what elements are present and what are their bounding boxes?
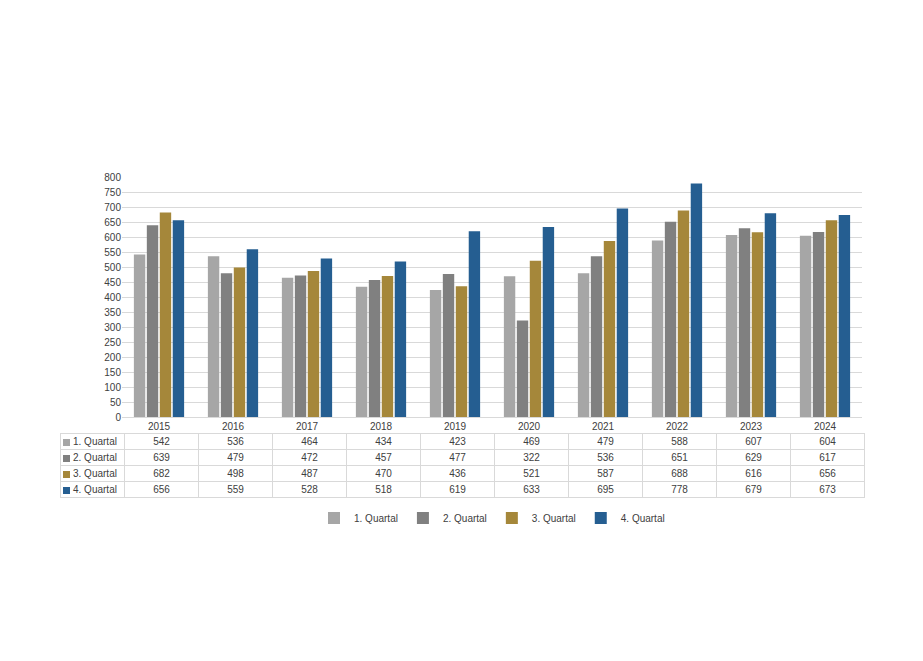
html-text:498: 498 [227,468,244,479]
html-text:528: 528 [301,484,318,495]
html-text:487: 487 [301,468,318,479]
html-text:536: 536 [227,436,244,447]
svg-text:250: 250 [104,337,121,348]
svg-text:2020: 2020 [518,421,541,432]
html-text:587: 587 [597,468,614,479]
svg-text:600: 600 [104,232,121,243]
html-text:479: 479 [227,452,244,463]
html-text:521: 521 [523,468,540,479]
svg-text:2021: 2021 [592,421,615,432]
svg-text:2019: 2019 [444,421,467,432]
html-text:633: 633 [523,484,540,495]
html-text:656: 656 [819,468,836,479]
html-text:457: 457 [375,452,392,463]
svg-text:550: 550 [104,247,121,258]
html-text:604: 604 [819,436,836,447]
svg-text:100: 100 [104,382,121,393]
html-text:629: 629 [745,452,762,463]
svg-text:2. Quartal: 2. Quartal [443,513,487,524]
html-text:436: 436 [449,468,466,479]
html-text:559: 559 [227,484,244,495]
svg-text:500: 500 [104,262,121,273]
svg-text:2017: 2017 [296,421,319,432]
html-text:322: 322 [523,452,540,463]
html-text:695: 695 [597,484,614,495]
svg-text:400: 400 [104,292,121,303]
html-text:536: 536 [597,452,614,463]
svg-text:800: 800 [104,172,121,183]
svg-text:750: 750 [104,187,121,198]
svg-text:2022: 2022 [666,421,689,432]
html-text:682: 682 [153,468,170,479]
html-text:656: 656 [153,484,170,495]
html-text:477: 477 [449,452,466,463]
svg-text:150: 150 [104,367,121,378]
svg-text:200: 200 [104,352,121,363]
html-text:588: 588 [671,436,688,447]
html-text:778: 778 [671,484,688,495]
html-text:4. Quartal: 4. Quartal [73,484,117,495]
html-text:470: 470 [375,468,392,479]
html-text:639: 639 [153,452,170,463]
html-text:464: 464 [301,436,318,447]
svg-text:450: 450 [104,277,121,288]
html-text:472: 472 [301,452,318,463]
svg-text:50: 50 [110,397,122,408]
svg-text:2015: 2015 [148,421,171,432]
html-text:688: 688 [671,468,688,479]
html-text:673: 673 [819,484,836,495]
html-text:616: 616 [745,468,762,479]
svg-text:350: 350 [104,307,121,318]
svg-text:300: 300 [104,322,121,333]
html-text:3. Quartal: 3. Quartal [73,468,117,479]
html-text:479: 479 [597,436,614,447]
html-text:607: 607 [745,436,762,447]
html-text:542: 542 [153,436,170,447]
svg-text:3. Quartal: 3. Quartal [532,513,576,524]
svg-text:2016: 2016 [222,421,245,432]
svg-text:2023: 2023 [740,421,763,432]
svg-text:650: 650 [104,217,121,228]
svg-text:700: 700 [104,202,121,213]
svg-text:4. Quartal: 4. Quartal [621,513,665,524]
html-text:619: 619 [449,484,466,495]
html-text:617: 617 [819,452,836,463]
svg-text:1. Quartal: 1. Quartal [354,513,398,524]
html-text:651: 651 [671,452,688,463]
svg-text:2018: 2018 [370,421,393,432]
html-text:1. Quartal: 1. Quartal [73,436,117,447]
html-text:423: 423 [449,436,466,447]
html-text:679: 679 [745,484,762,495]
svg-text:0: 0 [115,412,121,423]
html-text:518: 518 [375,484,392,495]
html-text:434: 434 [375,436,392,447]
html-text:469: 469 [523,436,540,447]
svg-text:2024: 2024 [814,421,837,432]
html-text:2. Quartal: 2. Quartal [73,452,117,463]
